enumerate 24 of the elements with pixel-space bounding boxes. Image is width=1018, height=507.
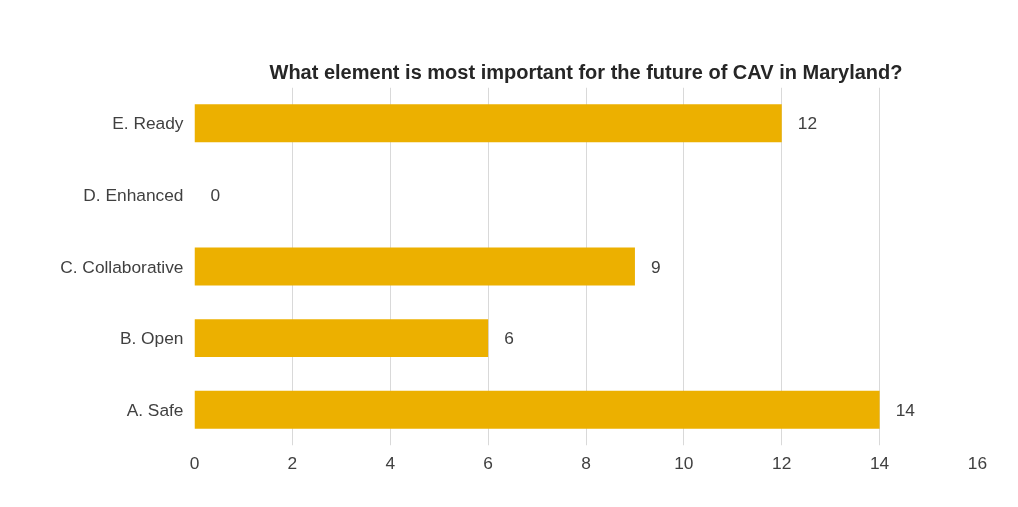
bar	[194, 104, 782, 143]
bar	[194, 247, 635, 286]
y-tick-label: E. Ready	[112, 113, 184, 134]
y-tick-label: A. Safe	[126, 399, 184, 420]
bar	[194, 319, 489, 358]
y-tick-label: C. Collaborative	[60, 256, 184, 277]
y-tick-label: D. Enhanced	[83, 184, 184, 205]
x-tick-label: 6	[483, 452, 493, 473]
x-tick-label: 4	[385, 452, 396, 473]
x-tick-label: 8	[581, 452, 591, 473]
y-tick-label: B. Open	[119, 328, 184, 349]
bar	[194, 390, 880, 429]
data-label: 6	[504, 328, 514, 349]
data-label: 14	[895, 399, 916, 420]
chart-title: What element is most important for the future of CAV in Maryland?	[269, 60, 903, 83]
x-tick-label: 10	[674, 452, 694, 473]
x-tick-label: 12	[772, 452, 792, 473]
data-label: 12	[797, 113, 818, 134]
x-tick-label: 2	[287, 452, 298, 473]
x-tick-label: 0	[189, 452, 200, 473]
data-label: 0	[210, 184, 221, 205]
x-tick-label: 16	[967, 452, 988, 473]
x-tick-label: 14	[869, 452, 890, 473]
data-label: 9	[650, 256, 661, 277]
